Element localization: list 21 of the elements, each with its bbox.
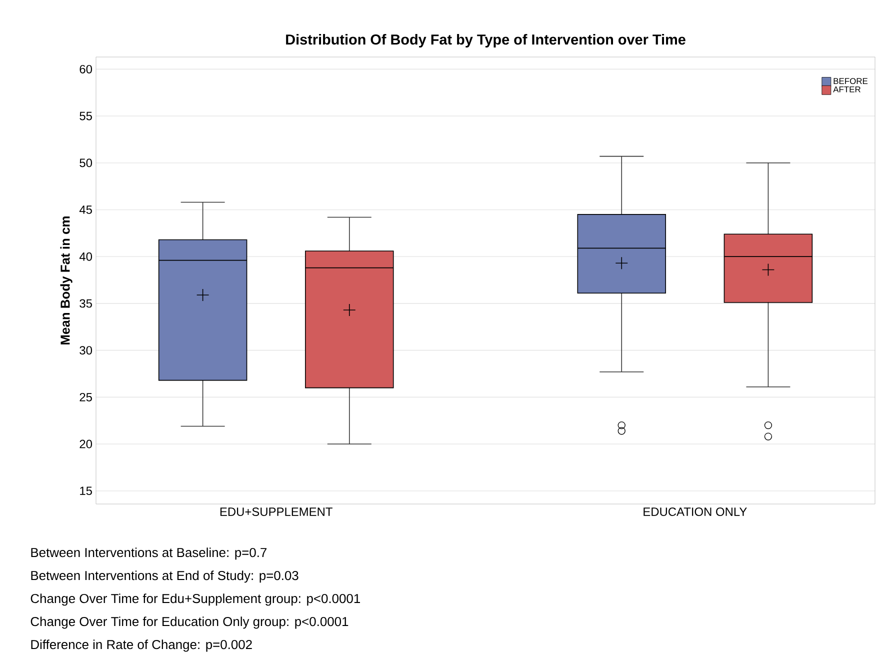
y-tick-label: 55 bbox=[80, 112, 92, 120]
text: Difference in Rate of Change: p=0.002 bbox=[31, 640, 252, 652]
text: Between Interventions at Baseline: p=0.7 bbox=[31, 548, 267, 560]
text: Change Over Time for Education Only group: p<0.0001 bbox=[30, 616, 348, 629]
y-tick-label: 40 bbox=[79, 252, 92, 261]
x-tick-label: EDUCATION ONLY bbox=[644, 508, 747, 516]
legend-label: BEFORE bbox=[834, 78, 868, 84]
y-tick-label: 25 bbox=[80, 392, 92, 402]
y-tick-label: 30 bbox=[80, 346, 92, 355]
chart-title: Distribution Of Body Fat by Type of Intervention over Time bbox=[286, 34, 686, 48]
y-tick-label: 15 bbox=[80, 486, 92, 496]
y-axis-title: Mean Body Fat in cm bbox=[60, 216, 72, 344]
y-tick-label: 50 bbox=[80, 158, 92, 168]
y-tick-label: 60 bbox=[80, 64, 92, 74]
text: Between Interventions at End of Study: p=0.03 bbox=[31, 570, 298, 583]
y-tick-label: 20 bbox=[80, 440, 92, 448]
x-tick-label: EDU+SUPPLEMENT bbox=[220, 508, 332, 516]
legend-label: AFTER bbox=[833, 86, 860, 92]
text: Change Over Time for Edu+Supplement group: p<0.0001 bbox=[30, 594, 360, 606]
y-tick-label: 45 bbox=[79, 206, 92, 214]
y-tick-label: 35 bbox=[80, 299, 92, 308]
